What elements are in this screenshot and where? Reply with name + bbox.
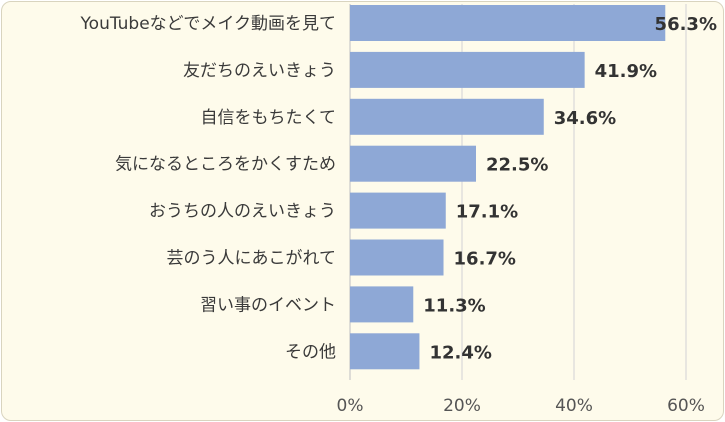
value-label-8: 12.4% [429, 342, 491, 363]
category-label-4: 気になるところをかくすため [115, 155, 336, 175]
bar-6 [350, 239, 444, 276]
category-label-1: YouTubeなどでメイク動画を見て [80, 14, 336, 34]
value-label-3: 34.6% [554, 108, 616, 129]
bar-8 [350, 333, 420, 370]
x-tick-label-40: 40% [555, 396, 593, 416]
bar-4 [350, 145, 476, 182]
bar-5 [350, 192, 446, 229]
category-label-5: おうちの人のえいきょう [149, 202, 336, 222]
x-tick-label-20: 20% [443, 396, 481, 416]
value-label-7: 11.3% [423, 295, 485, 316]
bar-2 [350, 51, 585, 88]
value-label-4: 22.5% [486, 155, 548, 176]
bar-3 [350, 98, 544, 135]
category-label-8: その他 [285, 342, 336, 362]
category-label-6: 芸のう人にあこがれて [167, 249, 337, 269]
x-tick-label-60: 60% [667, 396, 705, 416]
bar-7 [350, 286, 414, 323]
category-label-2: 友だちのえいきょう [183, 61, 336, 81]
value-label-5: 17.1% [456, 202, 518, 223]
value-label-2: 41.9% [595, 61, 657, 82]
value-label-1: 56.3% [655, 14, 717, 35]
x-tick-label-0: 0% [337, 396, 364, 416]
category-label-3: 自信をもちたくて [201, 108, 337, 128]
bar-1 [350, 5, 666, 41]
category-label-7: 習い事のイベント [200, 295, 336, 315]
value-label-6: 16.7% [454, 249, 516, 270]
